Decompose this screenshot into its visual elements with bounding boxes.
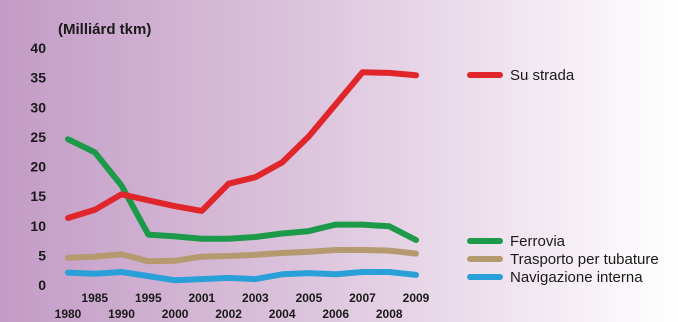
x-tick-label: 2002 (215, 307, 242, 321)
x-tick-label: 2009 (403, 291, 430, 305)
y-axis-ticks: 0 5 10 15 20 25 30 35 40 (30, 40, 46, 293)
y-tick-label: 5 (38, 247, 46, 263)
series-line-trasporto-per-tubature (65, 247, 419, 265)
y-tick-label: 35 (30, 70, 46, 86)
legend-label-navigazione-interna: Navigazione interna (510, 269, 643, 286)
x-tick-label: 2005 (296, 291, 323, 305)
x-tick-label: 1985 (81, 291, 108, 305)
legend-label-ferrovia: Ferrovia (510, 233, 566, 250)
x-tick-label: 1980 (55, 307, 82, 321)
series-lines (65, 69, 419, 284)
x-tick-label: 2006 (322, 307, 349, 321)
y-tick-label: 10 (30, 218, 46, 234)
y-tick-label: 20 (30, 159, 46, 175)
series-line-navigazione-interna (65, 269, 419, 284)
y-tick-label: 40 (30, 40, 46, 56)
y-tick-label: 0 (38, 277, 46, 293)
y-tick-label: 25 (30, 129, 46, 145)
x-tick-label: 2000 (162, 307, 189, 321)
y-tick-label: 15 (30, 188, 46, 204)
x-tick-label: 2001 (188, 291, 215, 305)
y-tick-label: 30 (30, 99, 46, 115)
y-axis-unit-label: (Milliárd tkm) (58, 21, 151, 38)
legend-label-su-strada: Su strada (510, 67, 575, 84)
x-tick-label: 2003 (242, 291, 269, 305)
x-tick-label: 2004 (269, 307, 296, 321)
x-tick-label: 2008 (376, 307, 403, 321)
x-tick-label: 1990 (108, 307, 135, 321)
x-tick-label: 2007 (349, 291, 376, 305)
legend-label-trasporto-per-tubature: Trasporto per tubature (510, 251, 659, 268)
x-tick-label: 1995 (135, 291, 162, 305)
series-line-su-strada (65, 69, 419, 221)
